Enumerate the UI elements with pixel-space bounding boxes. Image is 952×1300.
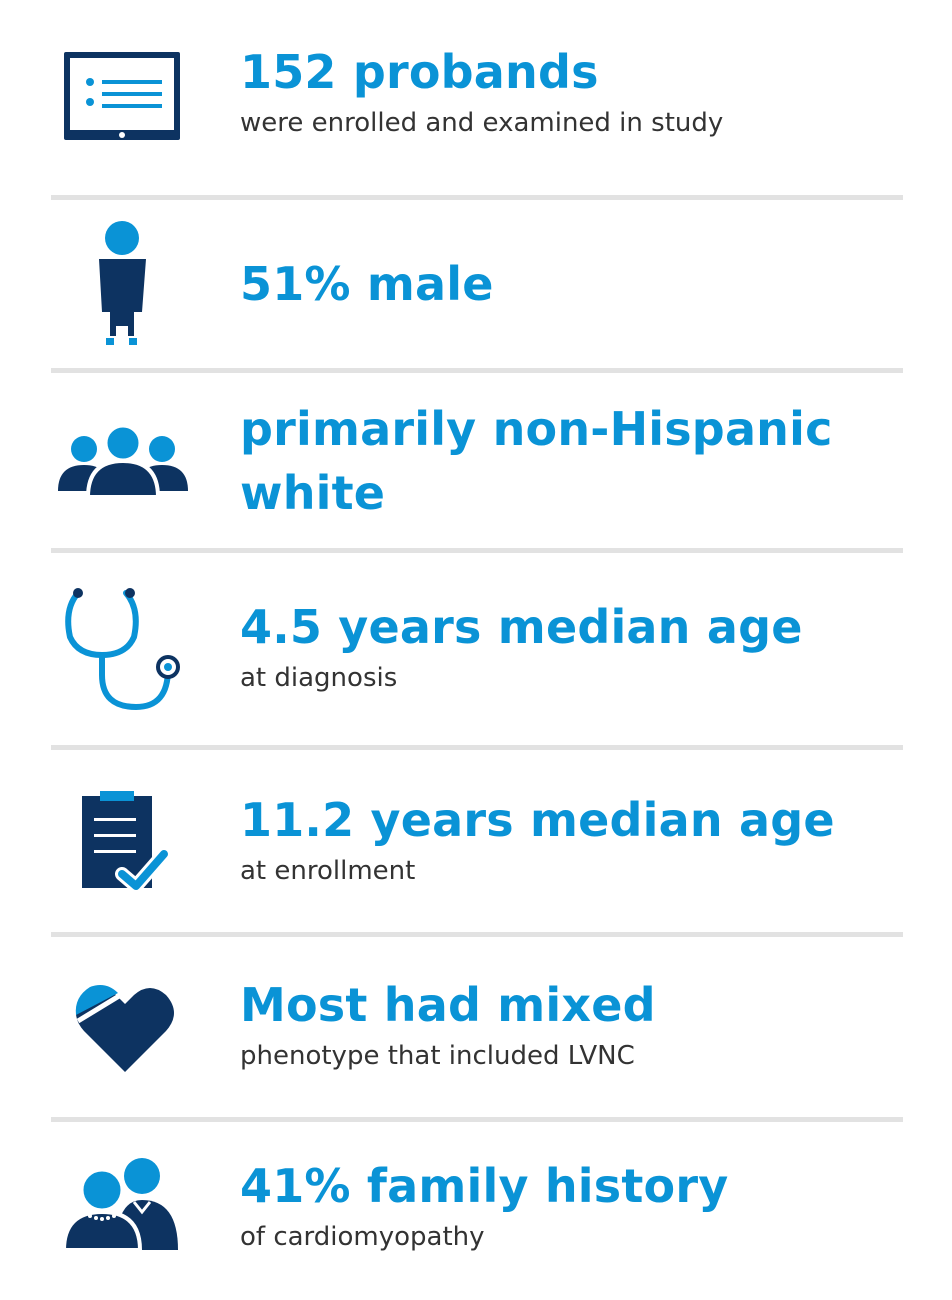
tablet-list-icon <box>50 50 200 144</box>
divider <box>51 548 903 553</box>
clipboard-check-icon <box>50 790 200 894</box>
stat-row-ethnicity: primarily non-Hispanic white <box>0 373 952 549</box>
stat-row-diagnosis-age: 4.5 years median age at diagnosis <box>0 553 952 746</box>
stethoscope-icon <box>50 587 200 713</box>
divider <box>51 195 903 200</box>
stat-subtext: were enrolled and examined in study <box>240 108 724 138</box>
stat-row-phenotype: Most had mixed phenotype that included L… <box>0 937 952 1117</box>
stat-row-probands: 152 probands were enrolled and examined … <box>0 40 952 170</box>
stat-row-family-history: 41% family history of cardiomyopathy <box>0 1122 952 1300</box>
stat-headline: 11.2 years median age <box>240 793 835 847</box>
divider <box>51 932 903 937</box>
stat-headline: 41% family history <box>240 1159 729 1213</box>
heart-icon <box>50 977 200 1077</box>
stat-subtext: phenotype that included LVNC <box>240 1041 635 1071</box>
family-icon <box>50 1154 200 1254</box>
stat-headline: 4.5 years median age <box>240 600 803 654</box>
stat-subtext: at diagnosis <box>240 663 398 693</box>
stat-headline: 51% male <box>240 257 494 311</box>
stat-headline: primarily non-Hispanic white <box>240 402 833 520</box>
group-icon <box>50 423 200 499</box>
divider <box>51 745 903 750</box>
person-icon <box>50 220 200 346</box>
stat-headline: Most had mixed <box>240 978 656 1032</box>
stat-subtext: at enrollment <box>240 856 416 886</box>
stat-row-enrollment-age: 11.2 years median age at enrollment <box>0 750 952 936</box>
stat-headline: 152 probands <box>240 45 599 99</box>
stat-subtext: of cardiomyopathy <box>240 1222 485 1252</box>
stat-row-male: 51% male <box>0 200 952 368</box>
divider <box>51 368 903 373</box>
divider <box>51 1117 903 1122</box>
